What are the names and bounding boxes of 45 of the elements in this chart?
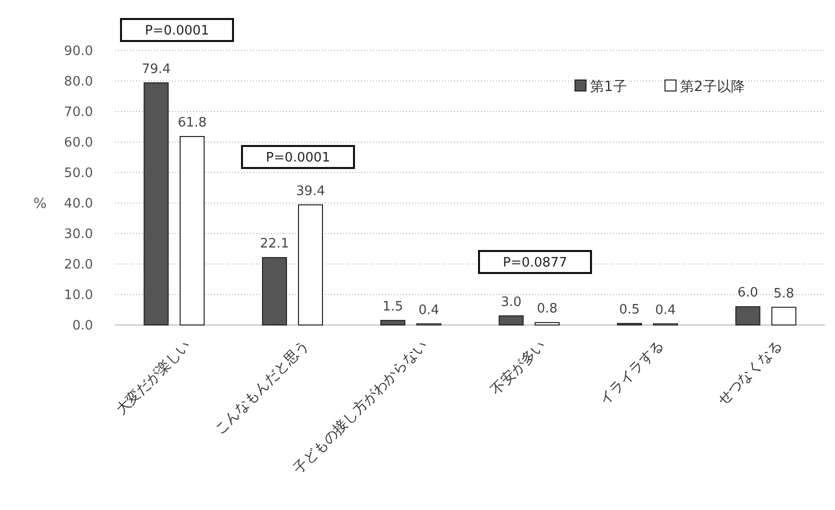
bar [380, 320, 406, 326]
data-label: 22.1 [260, 236, 289, 252]
legend-label: 第2子以降 [680, 78, 745, 95]
x-tick-label: 不安が多い [488, 337, 549, 398]
data-label: 3.0 [500, 294, 522, 310]
y-tick-label: 80.0 [64, 74, 93, 90]
x-tick-label: 大変だが楽しい [113, 337, 194, 418]
bar [262, 257, 287, 326]
data-label: 5.8 [773, 286, 794, 302]
bar [771, 306, 796, 326]
text-box: P=0.0001 [241, 145, 355, 169]
y-tick-label: 10.0 [64, 288, 93, 304]
y-tick-label: 60.0 [64, 136, 93, 151]
y-tick-label: 30.0 [64, 227, 93, 242]
annotation: P=0.0001 [144, 24, 210, 39]
bar [180, 136, 205, 326]
data-label: 1.5 [382, 299, 404, 314]
annotation: P=0.0877 [502, 256, 568, 271]
text-box: P=0.0877 [478, 250, 592, 274]
text-box: P=0.0001 [120, 18, 234, 42]
bar [498, 315, 524, 326]
data-label: 0.5 [619, 302, 640, 318]
y-tick-label: 90.0 [64, 44, 93, 60]
y-tick-label: 0.0 [72, 318, 93, 334]
data-label: 0.4 [418, 302, 440, 318]
bar [735, 306, 760, 326]
y-tick-label: 40.0 [64, 196, 93, 212]
y-tick-label: 50.0 [64, 166, 93, 182]
y-tick-label: 70.0 [64, 105, 93, 120]
x-tick-label: イライラする [596, 337, 668, 408]
bar [534, 322, 560, 326]
data-label: 39.4 [296, 184, 325, 199]
bar [144, 82, 169, 326]
data-label: 61.8 [178, 116, 207, 131]
y-tick-label: 20.0 [64, 258, 93, 273]
legend-label: 第1子 [590, 78, 627, 95]
bar [298, 204, 323, 326]
data-label: 79.4 [142, 62, 171, 77]
x-tick-label: せつなくなる [714, 337, 786, 408]
annotation: P=0.0001 [266, 150, 330, 166]
y-axis-title: % [33, 196, 47, 212]
x-tick-label: こんなもんだと思う [212, 337, 312, 438]
data-label: 6.0 [737, 286, 758, 301]
data-label: 0.8 [536, 302, 558, 317]
data-label: 0.4 [655, 302, 676, 318]
